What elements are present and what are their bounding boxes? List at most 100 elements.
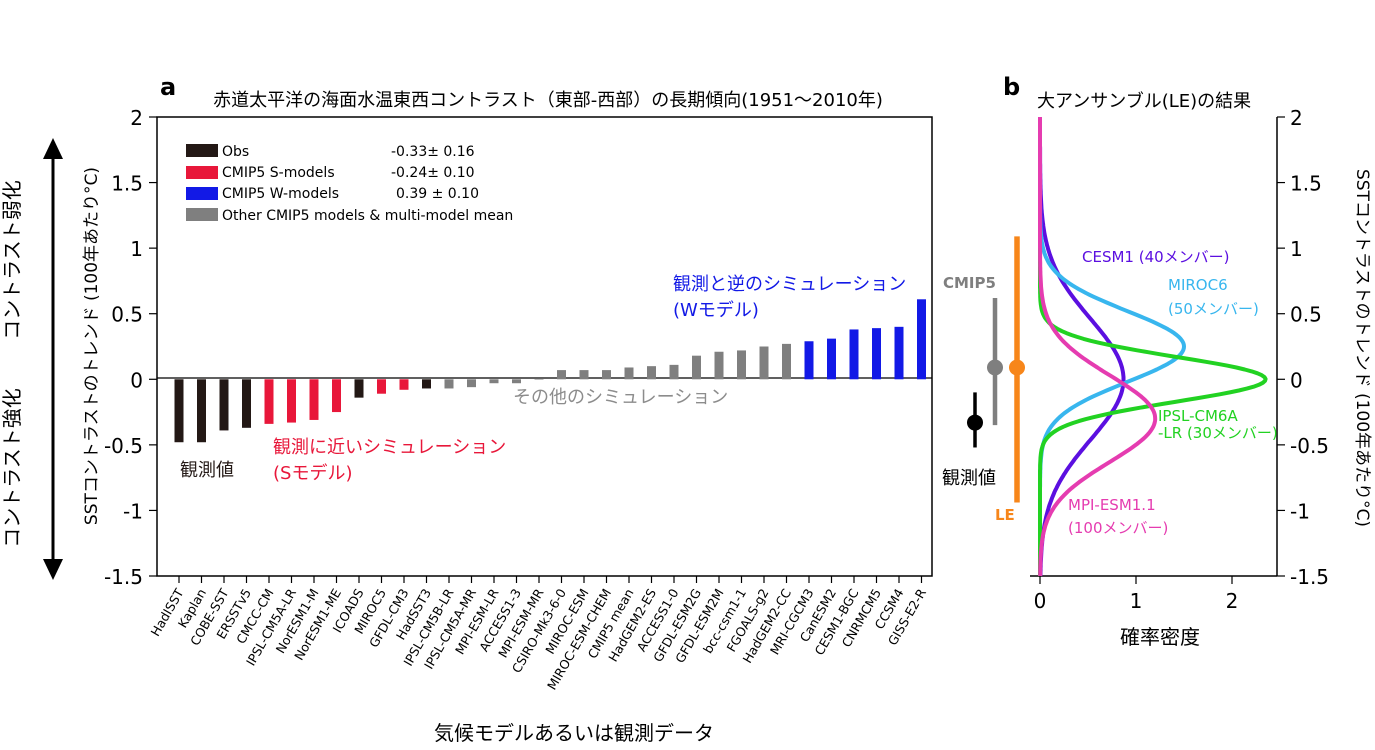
annotation-s-models-line1: 観測に近いシミュレーション xyxy=(273,437,506,458)
y-tick-label: 0 xyxy=(1290,368,1303,392)
panel-b-label: b xyxy=(1003,73,1020,101)
bar-gfdl-esm2g xyxy=(692,355,701,380)
bar-access1-0 xyxy=(669,364,679,380)
panel-a-x-axis-label: 気候モデルあるいは観測データ xyxy=(434,721,714,745)
bar-mri-cgcm3 xyxy=(804,341,814,380)
bar-mpi-esm-lr xyxy=(489,379,499,384)
panel-b-y-axis: 2 1.5 1 0.5 0 -0.5 -1 -1.5 xyxy=(1277,106,1329,589)
panel-a-x-tick-labels: HadISSTKaplanCOBE-SSTERSSTv5CMCC-CMIPSL-… xyxy=(148,586,930,693)
legend-label-other: Other CMIP5 models & multi-model mean xyxy=(222,208,513,224)
legend-value-s-models: -0.24± 0.10 xyxy=(391,165,475,181)
panel-a-frame xyxy=(156,116,933,577)
contrast-arrow-up-head xyxy=(43,138,63,159)
legend-value-w-models: 0.39 ± 0.10 xyxy=(396,186,479,202)
bar-hadsst3 xyxy=(422,379,431,389)
bar-cnrmcm5 xyxy=(872,328,881,380)
legend-swatch-w-models xyxy=(186,187,218,200)
bar-hadisst xyxy=(174,379,184,443)
curve-label-miroc6-line2: (50メンバー) xyxy=(1168,300,1259,318)
bar-cobe-sst xyxy=(219,379,229,431)
bar-icoads xyxy=(354,379,364,398)
bar-miroc-esm-chem xyxy=(602,370,611,380)
bar-ipsl-cm5b-lr xyxy=(444,379,454,389)
curve-label-ipsl-line2: -LR (30メンバー) xyxy=(1158,424,1278,442)
marker-mean-0 xyxy=(967,414,983,431)
x-tick-label: 2 xyxy=(1226,589,1239,613)
y-tick-label: -0.5 xyxy=(1290,434,1329,458)
y-tick-label: 1 xyxy=(1290,237,1303,261)
panel-b-y-axis-label: SSTコントラストのトレンド (100年あたり°C) xyxy=(1352,169,1372,527)
panel-a-y-axis-label: SSTコントラストのトレンド (100年あたり°C) xyxy=(82,167,102,525)
curve-label-ipsl-line1: IPSL-CM6A xyxy=(1158,407,1238,425)
curve-label-miroc6-line1: MIROC6 xyxy=(1168,276,1228,294)
bar-miroc5 xyxy=(377,379,386,394)
panel-a-bars xyxy=(174,299,926,443)
panel-a-y-axis: 2 1.5 1 0.5 0 -0.5 -1 -1.5 xyxy=(104,106,157,589)
legend-label-obs: Obs xyxy=(222,144,249,160)
legend-label-s-models: CMIP5 S-models xyxy=(222,165,335,181)
bar-noresm1-m xyxy=(309,379,319,420)
contrast-strengthening-label: コントラスト強化 xyxy=(0,388,24,548)
y-tick-label: -1 xyxy=(123,499,143,523)
annotation-s-models-line2: (Sモデル) xyxy=(273,463,352,484)
panel-b-x-axis-label: 確率密度 xyxy=(1120,625,1200,649)
bar-cmip5-mean xyxy=(624,367,634,380)
bar-bcc-csm1-1 xyxy=(737,350,746,380)
y-tick-label: 0 xyxy=(130,368,143,392)
bar-kaplan xyxy=(197,379,206,443)
legend-value-obs: -0.33± 0.16 xyxy=(391,144,475,160)
annotation-obs: 観測値 xyxy=(180,460,234,481)
curve-label-mpi-line2: (100メンバー) xyxy=(1068,519,1168,537)
bar-cmcc-cm xyxy=(264,379,274,424)
bar-hadgem2-cc xyxy=(782,343,791,380)
bar-ipsl-cm5a-mr xyxy=(467,379,476,388)
y-tick-label: -1.5 xyxy=(1290,565,1329,589)
bar-access1-3 xyxy=(512,379,521,384)
legend-swatch-other xyxy=(186,208,218,221)
annotation-others: その他のシミュレーション xyxy=(513,387,728,408)
y-tick-label: 2 xyxy=(130,106,143,130)
bar-fgoals-g2 xyxy=(759,346,769,380)
bar-cesm1-bgc xyxy=(849,329,859,380)
panel-a-legend: Obs -0.33± 0.16 CMIP5 S-models -0.24± 0.… xyxy=(186,144,513,224)
bar-gfdl-cm3 xyxy=(399,379,409,390)
y-tick-label: -0.5 xyxy=(104,434,143,458)
panel-a-label: a xyxy=(160,73,176,101)
y-tick-label: 1.5 xyxy=(1290,172,1322,196)
marker-label-le: LE xyxy=(995,506,1015,524)
contrast-arrow: コントラスト弱化 コントラスト強化 xyxy=(0,138,63,580)
panel-b-curves xyxy=(1038,116,1268,577)
bar-ersstv5 xyxy=(242,379,251,428)
y-tick-label: 1.5 xyxy=(111,172,143,196)
curve-mpi-esm1-1-100 xyxy=(1038,116,1158,577)
marker-mean-1 xyxy=(987,359,1003,376)
panel-a-x-ticks xyxy=(178,576,923,583)
curve-label-mpi-line1: MPI-ESM1.1 xyxy=(1068,496,1156,514)
bar-ipsl-cm5a-lr xyxy=(287,379,296,423)
bar-gfdl-esm2m xyxy=(714,351,724,380)
bar-ccsm4 xyxy=(894,326,904,380)
marker-label-obs: 観測値 xyxy=(942,468,996,489)
y-tick-label: 1 xyxy=(130,237,143,261)
panel-b-title: 大アンサンブル(LE)の結果 xyxy=(1037,90,1251,112)
annotation-w-models-line1: 観測と逆のシミュレーション xyxy=(673,274,906,295)
contrast-arrow-down-head xyxy=(43,559,63,580)
y-tick-label: 2 xyxy=(1290,106,1303,130)
bar-canesm2 xyxy=(827,338,836,380)
contrast-weakening-label: コントラスト弱化 xyxy=(0,180,24,340)
x-tick-label: 0 xyxy=(1034,589,1047,613)
marker-label-cmip5: CMIP5 xyxy=(943,274,996,292)
legend-swatch-obs xyxy=(186,144,218,157)
bar-noresm1-me xyxy=(332,379,341,413)
bar-miroc-esm xyxy=(579,370,589,380)
bar-giss-e2-r xyxy=(917,299,926,380)
x-tick-label: 1 xyxy=(1130,589,1143,613)
y-tick-label: 0.5 xyxy=(111,303,143,327)
legend-label-w-models: CMIP5 W-models xyxy=(222,186,339,202)
bar-hadgem2-es xyxy=(647,366,656,380)
curve-label-cesm1: CESM1 (40メンバー) xyxy=(1082,248,1230,266)
panel-b-x-axis: 0 1 2 xyxy=(1034,576,1239,613)
panel-a-title: 赤道太平洋の海面水温東西コントラスト（東部-西部）の長期傾向(1951〜2010… xyxy=(213,90,883,111)
